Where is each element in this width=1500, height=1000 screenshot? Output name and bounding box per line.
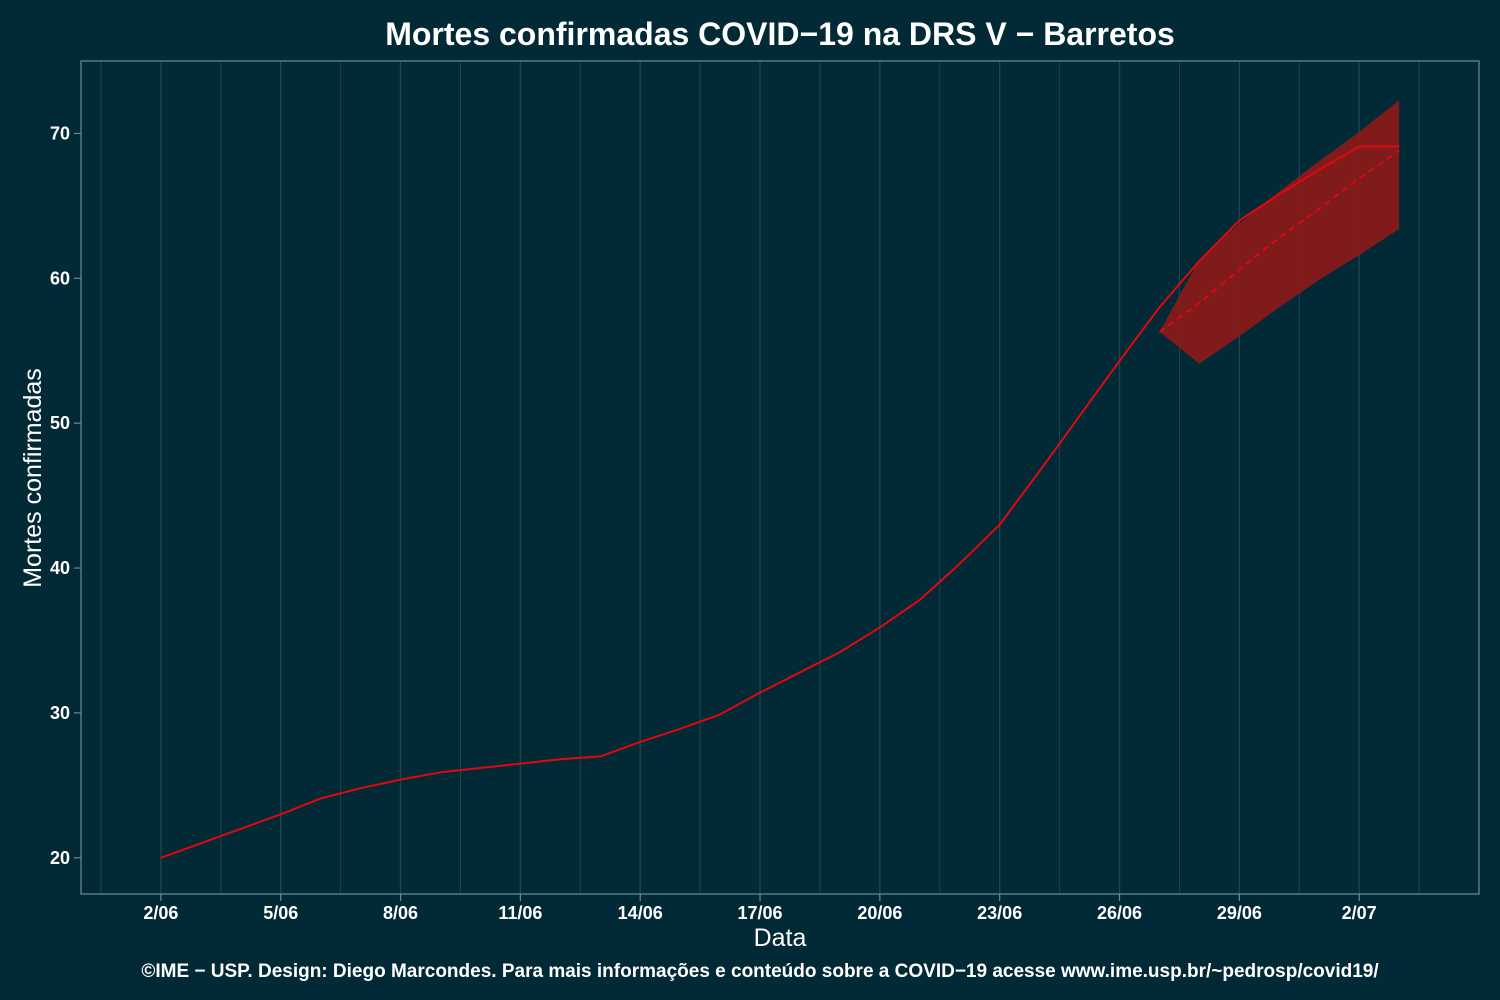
x-tick-label: 23/06: [977, 903, 1022, 923]
x-tick-label: 20/06: [857, 903, 902, 923]
x-tick-label: 2/07: [1342, 903, 1377, 923]
x-tick-label: 8/06: [383, 903, 418, 923]
series-layer: [160, 145, 1400, 859]
chart-title: Mortes confirmadas COVID−19 na DRS V − B…: [385, 16, 1175, 52]
series-line-solid: [160, 145, 1400, 859]
x-axis: 2/06 5/06 8/06 11/06 14/06 17/06 20/06 23/06 26/…: [143, 894, 1377, 923]
x-tick-label: 2/06: [143, 903, 178, 923]
y-axis: 20 30 40 50 60 70: [50, 123, 81, 868]
plot-frame: [80, 60, 1480, 895]
chart-caption: ©IME − USP. Design: Diego Marcondes. Par…: [141, 961, 1379, 982]
x-tick-label: 26/06: [1097, 903, 1142, 923]
y-tick-label: 60: [50, 268, 70, 288]
y-tick-label: 70: [50, 123, 70, 143]
forecast-band-layer: [1159, 100, 1400, 364]
x-tick-label: 17/06: [738, 903, 783, 923]
y-tick-label: 50: [50, 413, 70, 433]
y-tick-label: 20: [50, 848, 70, 868]
y-tick-label: 40: [50, 558, 70, 578]
forecast-confidence-band: [1159, 100, 1400, 364]
x-axis-title: Data: [754, 924, 807, 952]
grid-lines: [100, 61, 1420, 894]
x-tick-label: 5/06: [263, 903, 298, 923]
x-tick-label: 11/06: [498, 903, 542, 923]
x-tick-label: 14/06: [618, 903, 663, 923]
y-tick-label: 30: [50, 703, 70, 723]
y-axis-title: Mortes confirmadas: [19, 368, 47, 588]
x-tick-label: 29/06: [1217, 903, 1262, 923]
series-line-dashed: [1158, 149, 1400, 333]
